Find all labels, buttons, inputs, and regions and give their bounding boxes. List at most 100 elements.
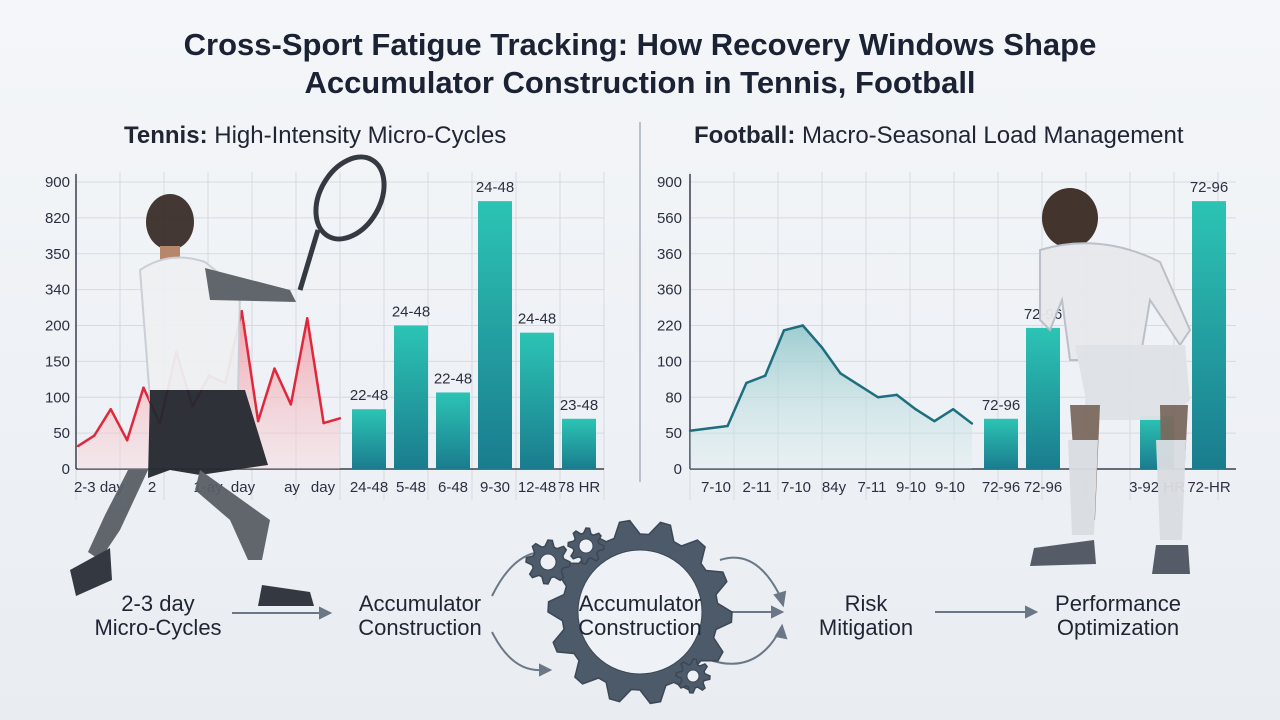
tennis-line-x-label: ay (284, 479, 300, 496)
football-area-x-label: 7-11 (858, 479, 887, 496)
y-tick-label: 360 (657, 246, 682, 263)
tennis-bar (520, 332, 554, 469)
tennis-bar-x-label: 5-48 (396, 479, 426, 496)
football-area-point (895, 393, 898, 397)
football-area-point (820, 345, 823, 349)
football-area-point (726, 424, 729, 428)
tennis-line-x-label: day (231, 479, 256, 496)
tennis-line-point (306, 317, 309, 320)
flow-gear-line-1: Accumulator (578, 591, 702, 616)
football-bar-x-label: 72-96 (982, 479, 1020, 496)
y-tick-label: 80 (665, 389, 682, 406)
football-bar (1192, 201, 1226, 469)
tennis-line-point (76, 444, 80, 448)
tennis-line-x-label: 2-3 day (74, 479, 125, 496)
y-tick-label: 350 (45, 246, 70, 263)
football-panel-title: Football: Macro-Seasonal Load Management (694, 122, 1184, 150)
y-tick-label: 0 (674, 461, 682, 478)
y-tick-label: 820 (45, 210, 70, 227)
y-tick-label: 200 (45, 318, 70, 335)
tennis-bar-data-label: 22-48 (434, 370, 472, 387)
football-bar-data-label: 72-96 (1190, 179, 1228, 196)
small-gear-hub (686, 669, 700, 683)
tennis-bar-x-label: 9-30 (480, 479, 510, 496)
football-area-x-label: 2-11 (743, 479, 772, 496)
flow-step-5-line-2: Optimization (1056, 615, 1180, 640)
tennis-bar-x-label: 6-48 (438, 479, 468, 496)
flow-step-performance: Performance Optimization (1036, 592, 1200, 640)
y-tick-label: 900 (657, 174, 682, 191)
big-gear-hub (577, 549, 703, 675)
flow-step-5-line-1: Performance (1055, 591, 1181, 616)
football-area-fill (690, 325, 972, 469)
y-tick-label: 50 (53, 425, 70, 442)
football-area-x-label: 7-10 (781, 479, 811, 496)
tennis-line-point (289, 403, 293, 406)
tennis-title-bold: Tennis: (124, 122, 208, 149)
football-area-x-label: 7-10 (701, 479, 731, 496)
tennis-bar (562, 418, 596, 469)
football-area-point (914, 408, 917, 411)
flow-step-accumulator: Accumulator Construction (340, 592, 500, 640)
football-area-point (933, 419, 936, 423)
y-tick-label: 150 (45, 353, 70, 370)
football-bar-data-label: 72-96 (982, 397, 1020, 414)
tennis-bar-data-label: 24-48 (392, 304, 430, 321)
football-area-point (745, 381, 748, 385)
tennis-bar-data-label: 24-48 (518, 311, 556, 328)
tennis-line-point (338, 417, 342, 420)
tennis-line-x-label: day (311, 479, 336, 496)
football-area-point (876, 396, 880, 399)
flow-gear-line-2: Construction (578, 615, 702, 640)
football-area-x-label: 9-10 (935, 479, 965, 496)
football-area-point (858, 384, 861, 387)
y-tick-label: 220 (657, 318, 682, 335)
tennis-line-point (240, 309, 243, 313)
tennis-bar (478, 201, 512, 469)
football-area-point (782, 329, 786, 332)
tennis-bar-data-label: 24-48 (476, 179, 514, 196)
tennis-panel-title: Tennis: High-Intensity Micro-Cycles (124, 122, 506, 150)
flow-step-2-line-2: Construction (358, 615, 482, 640)
tennis-line-point (125, 439, 129, 442)
y-tick-label: 50 (665, 425, 682, 442)
football-title-bold: Football: (694, 122, 796, 149)
tennis-line-point (322, 421, 325, 425)
y-tick-label: 340 (45, 282, 70, 299)
gear-icon (525, 519, 733, 705)
flow-step-1-line-2: Micro-Cycles (94, 615, 222, 640)
tennis-bar-x-label: 24-48 (350, 479, 388, 496)
panel-divider (639, 122, 641, 482)
flow-gear-label: Accumulator Construction (560, 592, 720, 640)
football-area-point (970, 422, 974, 425)
y-tick-label: 900 (45, 174, 70, 191)
football-player-illustration (1030, 188, 1192, 574)
football-area-point (952, 408, 955, 411)
small-gear-hub (578, 538, 594, 554)
football-bar (984, 418, 1018, 469)
football-chart: 0 50 80 100 220 360 360 560 900 7-10 2-11 7-10 84y 7-… (657, 172, 1236, 500)
flow-step-1-line-1: 2-3 day (121, 591, 195, 616)
y-tick-label: 100 (45, 389, 70, 406)
tennis-title-rest: High-Intensity Micro-Cycles (207, 122, 507, 149)
football-bar-x-label: 72-HR (1187, 479, 1231, 496)
tennis-bar (436, 392, 470, 469)
tennis-line-point (109, 408, 112, 411)
flow-arrows (232, 545, 1039, 677)
football-area-point (839, 372, 842, 375)
football-title-rest: Macro-Seasonal Load Management (795, 122, 1184, 149)
flow-step-micro-cycles: 2-3 day Micro-Cycles (78, 592, 238, 640)
tennis-bar (352, 409, 386, 469)
tennis-bar-x-label: 78 HR (558, 479, 601, 496)
flow-step-2-line-1: Accumulator (358, 591, 482, 616)
football-area-point (801, 324, 804, 327)
tennis-line-point (142, 386, 145, 389)
y-tick-label: 0 (62, 461, 70, 478)
football-area-point (688, 429, 692, 432)
tennis-line-point (256, 419, 260, 423)
tennis-line-x-label: 2 (148, 479, 156, 496)
football-area-x-label: 9-10 (896, 479, 926, 496)
tennis-bar-data-label: 22-48 (350, 387, 388, 404)
football-bar-x-label: 72-96 (1024, 479, 1062, 496)
